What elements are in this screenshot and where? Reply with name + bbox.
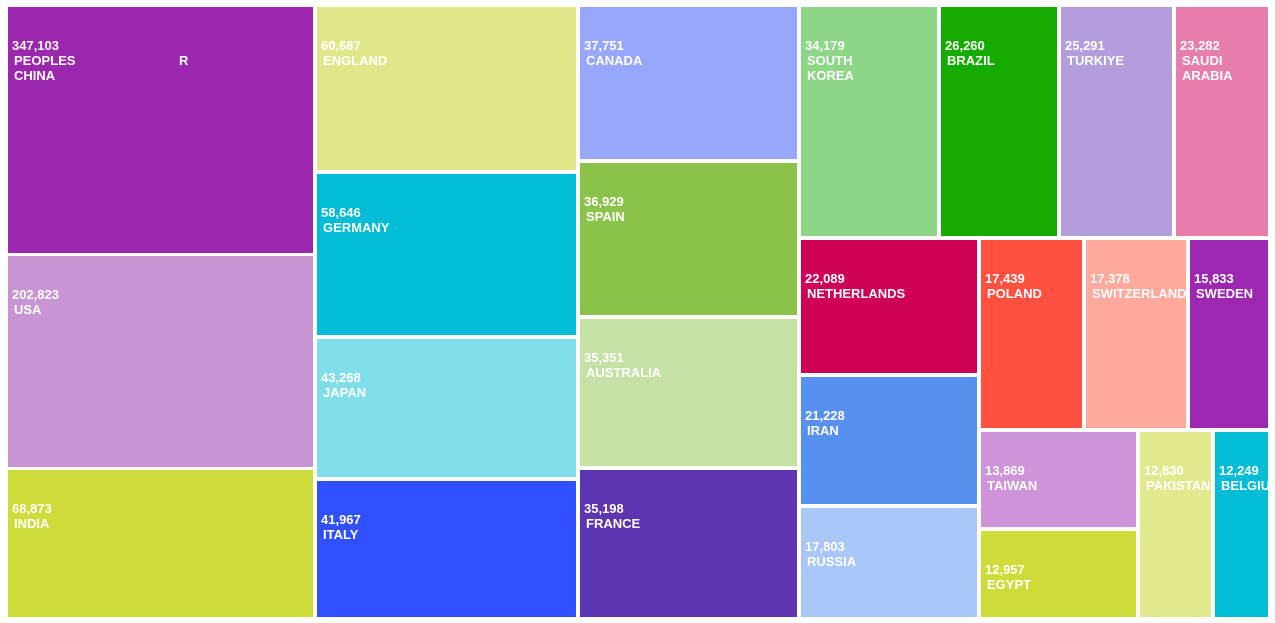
value-label: 13,869 xyxy=(985,463,1025,478)
tile: 12,830 PAKISTAN xyxy=(1140,432,1211,617)
tile: 17,803 RUSSIA xyxy=(801,508,977,617)
tile: 15,833 SWEDEN xyxy=(1190,240,1268,428)
category-label: SPAIN xyxy=(586,209,625,224)
tile: 202,823 USA xyxy=(8,256,313,467)
tile: 26,260 BRAZIL xyxy=(941,7,1057,236)
value-label: 23,282 xyxy=(1180,38,1220,53)
category-label: SOUTH KOREA xyxy=(807,53,854,83)
category-label: SWITZERLAND xyxy=(1092,286,1186,301)
value-label: 12,830 xyxy=(1144,463,1184,478)
value-label: 17,378 xyxy=(1090,271,1130,286)
tile: 41,967 ITALY xyxy=(317,481,576,617)
category-label: FRANCE xyxy=(586,516,641,531)
value-label: 21,228 xyxy=(805,408,845,423)
value-label: 12,957 xyxy=(985,562,1025,577)
value-label: 36,929 xyxy=(584,194,624,209)
category-label: PAKISTAN xyxy=(1146,478,1211,493)
value-label: 37,751 xyxy=(584,38,624,53)
tile: 12,957 EGYPT xyxy=(981,531,1136,617)
tile: 22,089 NETHERLANDS xyxy=(801,240,977,373)
tile: 12,249BELGIUM xyxy=(1215,432,1268,617)
value-label: 26,260 xyxy=(945,38,985,53)
category-label: BELGIUM xyxy=(1221,478,1268,493)
value-label: 41,967 xyxy=(321,512,361,527)
category-label: TURKIYE xyxy=(1067,53,1125,68)
category-label: INDIA xyxy=(14,516,50,531)
category-label: PEOPLES R CHINA xyxy=(14,53,189,83)
tile: 68,873 INDIA xyxy=(8,470,313,617)
category-label: USA xyxy=(14,302,42,317)
tile: 23,282 SAUDI ARABIA xyxy=(1176,7,1268,236)
tile: 25,291 TURKIYE xyxy=(1061,7,1172,236)
category-label: AUSTRALIA xyxy=(586,365,662,380)
tile: 43,268 JAPAN xyxy=(317,339,576,477)
category-label: RUSSIA xyxy=(807,554,857,569)
category-label: SAUDI ARABIA xyxy=(1182,53,1233,83)
tile: 17,439 POLAND xyxy=(981,240,1082,428)
category-label: CANADA xyxy=(586,53,643,68)
category-label: TAIWAN xyxy=(987,478,1038,493)
tile: 36,929 SPAIN xyxy=(580,163,797,315)
category-label: BRAZIL xyxy=(947,53,995,68)
tile: 37,751 CANADA xyxy=(580,7,797,159)
value-label: 35,198 xyxy=(584,501,624,516)
value-label: 25,291 xyxy=(1065,38,1105,53)
category-label: GERMANY xyxy=(323,220,390,235)
value-label: 68,873 xyxy=(12,501,52,516)
value-label: 35,351 xyxy=(584,350,624,365)
tile: 35,198 FRANCE xyxy=(580,470,797,617)
tile: 58,646 GERMANY xyxy=(317,174,576,335)
value-label: 12,249 xyxy=(1219,463,1259,478)
value-label: 15,833 xyxy=(1194,271,1234,286)
value-label: 202,823 xyxy=(12,287,59,302)
value-label: 34,179 xyxy=(805,38,845,53)
value-label: 22,089 xyxy=(805,271,845,286)
category-label: NETHERLANDS xyxy=(807,286,906,301)
tile: 17,378 SWITZERLAND xyxy=(1086,240,1186,428)
category-label: EGYPT xyxy=(987,577,1032,592)
tile: 347,103 PEOPLES R CHINA xyxy=(8,7,313,253)
value-label: 17,439 xyxy=(985,271,1025,286)
category-label: POLAND xyxy=(987,286,1042,301)
category-label: JAPAN xyxy=(323,385,367,400)
tile: 34,179 SOUTH KOREA xyxy=(801,7,937,236)
value-label: 58,646 xyxy=(321,205,361,220)
category-label: ENGLAND xyxy=(323,53,388,68)
category-label: IRAN xyxy=(807,423,839,438)
value-label: 43,268 xyxy=(321,370,361,385)
value-label: 347,103 xyxy=(12,38,59,53)
category-label: ITALY xyxy=(323,527,359,542)
value-label: 60,687 xyxy=(321,38,361,53)
category-label: SWEDEN xyxy=(1196,286,1254,301)
tile: 35,351 AUSTRALIA xyxy=(580,319,797,466)
value-label: 17,803 xyxy=(805,539,845,554)
tile: 13,869 TAIWAN xyxy=(981,432,1136,527)
tile: 60,687 ENGLAND xyxy=(317,7,576,170)
tile: 21,228 IRAN xyxy=(801,377,977,504)
